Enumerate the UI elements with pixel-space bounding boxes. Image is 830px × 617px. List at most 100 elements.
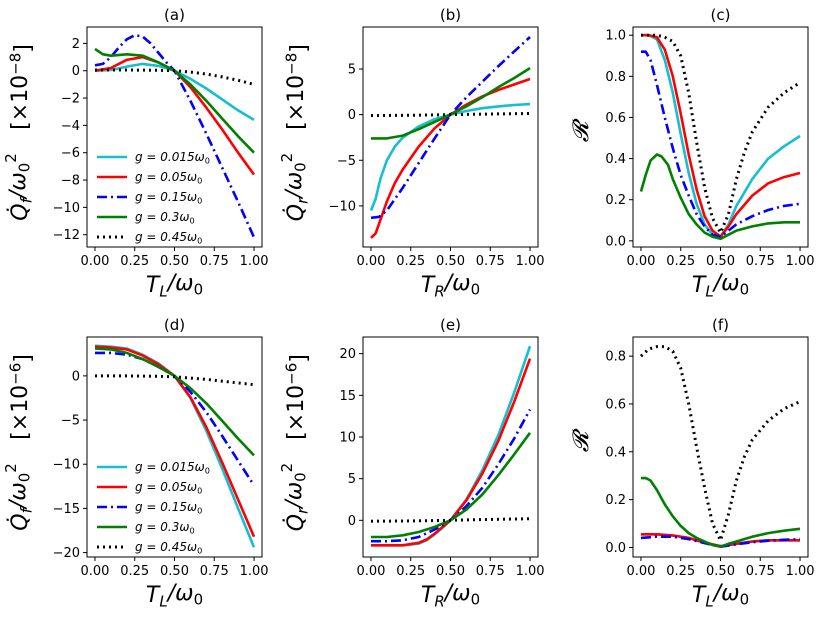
x-tick-label: 0.50	[160, 254, 189, 269]
series-line-b-3	[370, 36, 531, 220]
y-tick-label: 2	[72, 37, 80, 52]
y-tick-label: −10	[53, 458, 80, 473]
series-line-c-1	[641, 33, 801, 238]
panel-title-d: (d)	[164, 316, 185, 334]
legend-entry-label: g = 0.015ω0​	[135, 460, 210, 475]
series-line-e-1	[371, 345, 532, 547]
x-tick-label: 1.00	[240, 254, 269, 269]
panel-title-c: (c)	[711, 6, 731, 24]
x-tick-label: 0.00	[80, 254, 109, 269]
x-axis-label-b: TR​/ω0​	[421, 271, 480, 301]
x-tick-label: 0.75	[476, 564, 505, 579]
series-line-e-5	[370, 517, 531, 523]
legend-entry-label: g = 0.015ω0​	[135, 150, 210, 165]
series-line-f-5	[639, 345, 801, 542]
x-axis-label-c: TL​/ω0​	[692, 271, 749, 301]
x-tick-label: 0.75	[200, 564, 229, 579]
x-axis-label-d: TL​/ω0​	[146, 581, 203, 611]
x-tick-label: 0.75	[746, 564, 775, 579]
panel-title-b: (b)	[440, 6, 461, 24]
y-tick-label: 0.2	[605, 193, 626, 208]
series-line-c-2	[641, 33, 801, 238]
series-line-f-4	[641, 476, 801, 549]
y-tick-label: 0.6	[605, 397, 626, 412]
y-axis-label-b: Q̇r​/ω0​2​	[278, 153, 311, 221]
legend-entry-label: g = 0.3ω0​	[135, 520, 195, 535]
x-axis-label-e: TR​/ω0​	[421, 581, 480, 611]
series-line-a-4	[94, 47, 255, 154]
series-line-a-3	[94, 33, 256, 238]
legend-entry-label: g = 0.45ω0​	[135, 540, 202, 555]
series-line-b-4	[371, 66, 531, 140]
x-tick-label: 0.75	[476, 254, 505, 269]
panel-f: 0.00 0.25 0.50 0.75 1.00 0.0 0.2 0.4 0.6 0.8 (f) TL…	[569, 316, 815, 610]
y-tick-label: −2	[61, 92, 80, 107]
series-line-d-5	[95, 374, 255, 387]
legend-entry-label: g = 0.05ω0​	[135, 170, 202, 185]
x-tick-label: 0.00	[356, 564, 385, 579]
x-tick-label: 0.00	[626, 254, 655, 269]
x-tick-label: 0.25	[120, 254, 149, 269]
legend-entry-label: g = 0.05ω0​	[135, 480, 202, 495]
x-axis-label-a: TL​/ω0​	[146, 271, 203, 301]
panel-title-e: (e)	[440, 316, 461, 334]
y-tick-label: 0.0	[605, 234, 626, 249]
y-tick-label: 0.0	[605, 541, 626, 556]
y-tick-label: −5	[337, 154, 356, 169]
y-tick-label: −10	[329, 199, 356, 214]
x-tick-label: 1.00	[240, 564, 269, 579]
y-axis-label-e: Q̇r​/ω0​2​	[278, 463, 311, 531]
axes-frame-f	[632, 336, 809, 558]
y-tick-label: 0.6	[605, 111, 626, 126]
legend-entry-label: g = 0.15ω0​	[135, 190, 202, 205]
x-tick-label: 0.25	[396, 564, 425, 579]
y-tick-label: 0	[348, 108, 356, 123]
y-axis-multiplier-d: [×10−6​]	[6, 354, 36, 440]
x-tick-label: 0.00	[80, 564, 109, 579]
y-tick-label: 0.4	[605, 152, 626, 167]
x-tick-label: 1.00	[516, 564, 545, 579]
y-tick-label: −12	[53, 228, 80, 243]
y-tick-label: 5	[348, 472, 356, 487]
x-axis-label-f: TL​/ω0​	[692, 581, 749, 611]
legend-entry-label: g = 0.45ω0​	[135, 230, 202, 245]
y-tick-label: 1.0	[605, 29, 626, 44]
y-axis-multiplier-a: [×10−8​]	[6, 44, 36, 130]
series-line-c-5	[641, 33, 801, 235]
y-tick-label: −8	[61, 174, 80, 189]
series-line-d-4	[94, 347, 255, 457]
x-tick-label: 0.25	[666, 564, 695, 579]
y-tick-label: −6	[61, 146, 80, 161]
panel-a: 0.00 0.25 0.50 0.75 1.00 −12 −10 −8 −6 −4 −2 0 2 (a) T…	[2, 6, 268, 300]
x-tick-label: 0.25	[396, 254, 425, 269]
y-tick-label: 0	[72, 64, 80, 79]
panel-title-f: (f)	[712, 316, 729, 334]
y-axis-label-a: Q̇f​/ω0​2​	[2, 153, 35, 220]
legend-entry-label: g = 0.15ω0​	[135, 500, 202, 515]
y-tick-label: 0.8	[605, 70, 626, 85]
y-tick-label: 5	[348, 62, 356, 77]
y-tick-label: 0	[348, 514, 356, 529]
y-tick-label: −15	[53, 502, 80, 517]
series-line-a-5	[95, 68, 255, 86]
y-tick-label: 0.2	[605, 493, 626, 508]
legend-entry-label: g = 0.3ω0​	[135, 210, 195, 225]
y-tick-label: 0.4	[605, 445, 626, 460]
x-tick-label: 0.50	[436, 564, 465, 579]
x-tick-label: 0.50	[160, 564, 189, 579]
x-tick-label: 1.00	[786, 254, 815, 269]
x-tick-label: 0.50	[436, 254, 465, 269]
x-tick-label: 0.75	[200, 254, 229, 269]
series-line-c-4	[639, 153, 800, 241]
y-axis-label-d: Q̇f​/ω0​2​	[2, 463, 35, 530]
x-tick-label: 1.00	[786, 564, 815, 579]
y-axis-label-f: 𝓡	[569, 428, 594, 452]
x-tick-label: 0.75	[746, 254, 775, 269]
series-line-c-3	[641, 50, 801, 238]
y-tick-label: −4	[61, 119, 80, 134]
x-tick-label: 0.00	[356, 254, 385, 269]
y-tick-label: −20	[53, 546, 80, 561]
axes-frame-c	[632, 26, 809, 248]
series-line-e-2	[371, 358, 532, 547]
